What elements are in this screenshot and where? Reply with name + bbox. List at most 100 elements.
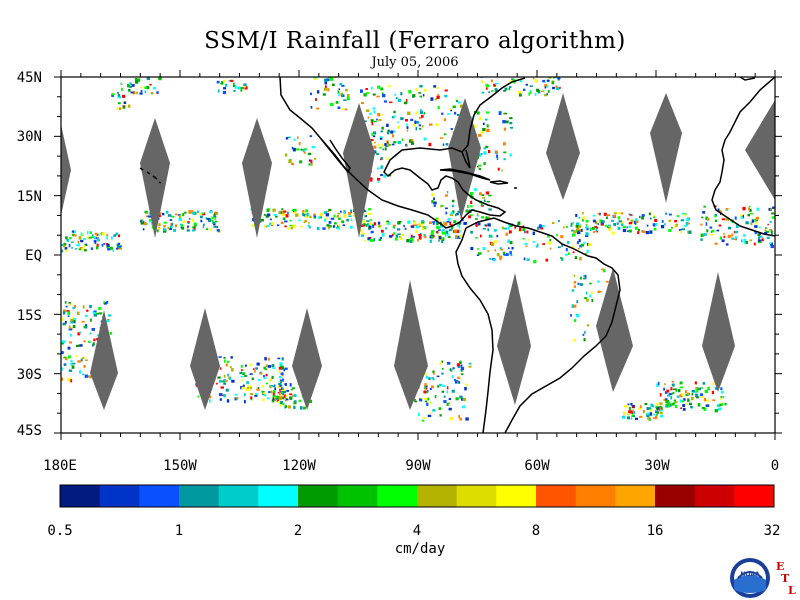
rain-pixel [24,244,27,247]
rain-pixel [372,135,376,138]
rain-pixel [714,215,717,218]
rain-pixel [399,236,401,238]
rain-pixel [465,417,469,421]
rain-pixel [745,241,748,244]
rain-pixel [148,211,151,215]
rain-pixel [187,221,190,223]
rain-pixel [272,367,276,369]
rain-pixel [723,233,725,235]
rain-pixel [545,258,549,262]
rain-pixel [335,72,338,74]
noaa-etl-logo: NOAA E T L [730,558,796,598]
rain-pixel [387,143,390,147]
rain-pixel [419,110,423,114]
rain-pixel [664,383,666,386]
rain-pixel [489,258,492,260]
rain-pixel [57,245,60,248]
rain-pixel [656,402,659,407]
rain-pixel [665,398,668,401]
rain-pixel [78,248,82,251]
rain-pixel [83,325,86,329]
rain-pixel [449,108,451,111]
rain-pixel [459,395,463,399]
rain-pixel [452,210,455,214]
rain-pixel [556,87,560,91]
rain-pixel [494,150,498,153]
rain-pixel [646,407,650,411]
rain-pixel [764,231,768,235]
rain-pixel [89,304,92,309]
rain-pixel [493,83,496,87]
rain-pixel [169,228,172,231]
rain-pixel [731,237,734,240]
rain-pixel [690,396,694,401]
rain-pixel [51,327,53,330]
rain-pixel [509,225,513,228]
rain-pixel [555,86,558,89]
rain-pixel [397,98,401,103]
lon-label: 90W [405,458,431,474]
rain-pixel [391,143,395,146]
rain-pixel [219,398,222,401]
hispaniola [489,180,509,185]
rain-pixel [714,242,718,245]
rain-pixel [572,233,576,237]
rain-pixel [395,234,399,238]
rain-pixel [419,95,422,98]
south-america-coast [455,217,621,433]
rain-pixel [706,229,709,233]
rain-pixel [430,412,432,414]
rain-pixel [639,415,643,418]
rain-pixel [634,226,638,230]
rain-pixel [557,220,560,222]
rain-pixel [483,162,486,166]
rain-pixel [674,220,677,223]
rain-pixel [211,216,214,219]
rain-pixel [89,231,92,234]
rain-pixel [719,398,722,401]
rain-pixel [341,94,344,98]
rain-pixel [522,88,526,91]
rain-pixel [561,257,564,261]
rain-pixel [716,404,721,407]
rain-pixel [221,81,224,85]
rain-pixel [272,397,275,401]
rain-pixel [486,124,489,128]
rain-pixel [411,239,414,243]
rain-pixel [289,219,292,222]
rain-pixel [584,331,586,334]
rain-pixel [687,398,690,402]
rain-pixel [508,247,510,249]
rain-pixel [147,215,152,218]
rain-pixel [270,390,273,394]
rain-pixel [441,239,444,244]
rain-pixel [500,248,504,251]
rain-pixel [54,344,56,346]
rain-pixel [370,230,374,234]
rain-pixel [490,242,495,247]
rain-pixel [323,87,328,91]
rain-pixel [455,98,458,101]
rain-pixel [313,216,316,219]
rain-pixel [324,78,327,82]
rain-pixel [117,95,122,99]
rain-pixel [735,224,739,228]
rain-pixel [276,399,279,402]
rain-pixel [597,212,600,215]
rain-pixel [621,221,624,225]
rain-pixel [72,320,76,323]
rain-pixel [560,235,564,239]
rain-pixel [413,221,417,224]
rain-pixel [322,227,326,230]
rain-pixel [450,128,453,131]
rain-pixel [488,234,493,238]
rain-pixel [419,127,422,130]
rain-pixel [453,111,457,115]
rain-pixel [70,379,73,383]
rain-pixel [280,404,283,407]
rain-pixel [597,290,600,294]
rain-pixel [412,224,415,227]
rain-pixel [106,234,109,236]
rain-pixel [67,311,71,315]
rain-pixel [380,130,383,133]
